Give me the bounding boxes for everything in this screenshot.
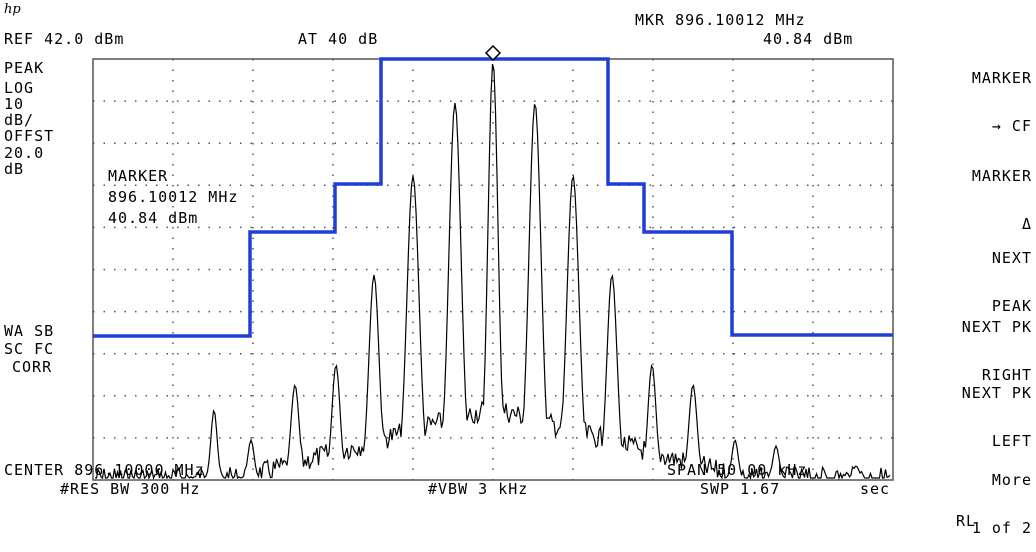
marker-frequency-readout: MKR 896.10012 MHz: [635, 11, 806, 29]
offset-label: OFFST: [4, 127, 55, 145]
scale-unit: dB/: [4, 111, 35, 129]
peak-label: PEAK: [4, 59, 45, 77]
video-bandwidth: #VBW 3 kHz: [428, 480, 529, 498]
wa-sb-label: WA SB: [4, 322, 55, 340]
resolution-bandwidth: #RES BW 300 Hz: [60, 480, 201, 498]
marker-diamond-icon: [484, 44, 502, 62]
softkey-line1: NEXT: [991, 249, 1032, 267]
softkey-line1: More: [991, 471, 1032, 489]
graticule-grid: [93, 59, 893, 480]
marker-level-readout: 40.84 dBm: [763, 30, 854, 48]
reference-level: REF 42.0 dBm: [4, 30, 125, 48]
spectrum-trace: [94, 63, 891, 481]
softkey-next-peak-right[interactable]: NEXT PK RIGHT: [962, 287, 1032, 399]
softkey-next-peak[interactable]: NEXT PEAK: [992, 218, 1032, 330]
softkey-line2: RIGHT: [981, 366, 1032, 384]
softkey-line1: NEXT PK: [961, 318, 1032, 336]
softkey-rl[interactable]: RL: [956, 481, 976, 545]
softkey-more[interactable]: More 1 of 2: [972, 440, 1032, 552]
attenuation: AT 40 dB: [298, 30, 379, 48]
softkey-next-peak-left[interactable]: NEXT PK LEFT: [962, 353, 1032, 465]
marker-box-frequency: 896.10012 MHz: [108, 188, 239, 206]
marker-box-level: 40.84 dBm: [108, 209, 199, 227]
analyzer-screen: [92, 44, 894, 481]
softkey-line2: 1 of 2: [971, 519, 1032, 537]
sc-fc-label: SC FC: [4, 340, 55, 358]
offset-value: 20.0: [4, 144, 45, 162]
span: SPAN 50.00 kHz: [667, 461, 808, 479]
softkey-line2: PEAK: [991, 297, 1032, 315]
softkey-line1: MARKER: [971, 69, 1032, 87]
hp-logo: hp: [4, 2, 21, 17]
softkey-marker-to-cf[interactable]: MARKER → CF: [972, 38, 1032, 150]
softkey-line2: Δ: [1021, 215, 1032, 233]
center-frequency: CENTER 896.10000 MHz: [4, 461, 205, 479]
sweep-unit: sec: [860, 480, 891, 498]
softkey-line1: MARKER: [971, 167, 1032, 185]
corr-label: CORR: [12, 358, 53, 376]
log-label: LOG: [4, 79, 35, 97]
softkey-line1: RL: [955, 512, 976, 530]
softkey-line2: → CF: [991, 117, 1032, 135]
softkey-marker-delta[interactable]: MARKER Δ: [972, 136, 1032, 248]
sweep-time: SWP 1.67: [700, 480, 781, 498]
softkey-line1: NEXT PK: [961, 384, 1032, 402]
softkey-line2: LEFT: [991, 432, 1032, 450]
offset-unit: dB: [4, 160, 25, 178]
scale-value: 10: [4, 95, 25, 113]
marker-box-title: MARKER: [108, 167, 169, 185]
